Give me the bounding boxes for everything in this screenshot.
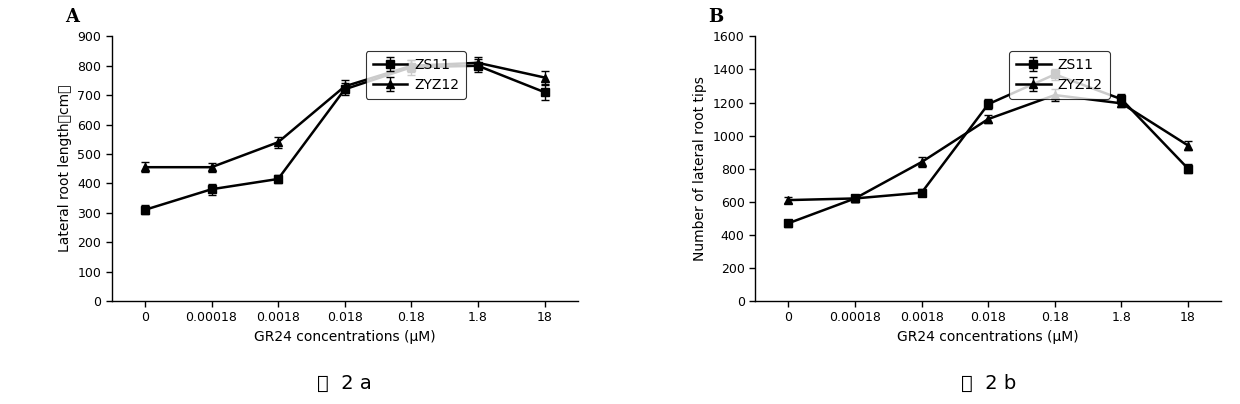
X-axis label: GR24 concentrations (μM): GR24 concentrations (μM) — [254, 330, 435, 344]
Y-axis label: Lateral root length（cm）: Lateral root length（cm） — [57, 85, 72, 253]
Text: A: A — [64, 8, 79, 26]
Legend: ZS11, ZYZ12: ZS11, ZYZ12 — [366, 51, 466, 99]
Text: B: B — [708, 8, 724, 26]
Text: 图  2 a: 图 2 a — [317, 374, 372, 393]
X-axis label: GR24 concentrations (μM): GR24 concentrations (μM) — [898, 330, 1079, 344]
Legend: ZS11, ZYZ12: ZS11, ZYZ12 — [1009, 51, 1110, 99]
Y-axis label: Number of lateral root tips: Number of lateral root tips — [693, 76, 707, 261]
Text: 图  2 b: 图 2 b — [961, 374, 1016, 393]
